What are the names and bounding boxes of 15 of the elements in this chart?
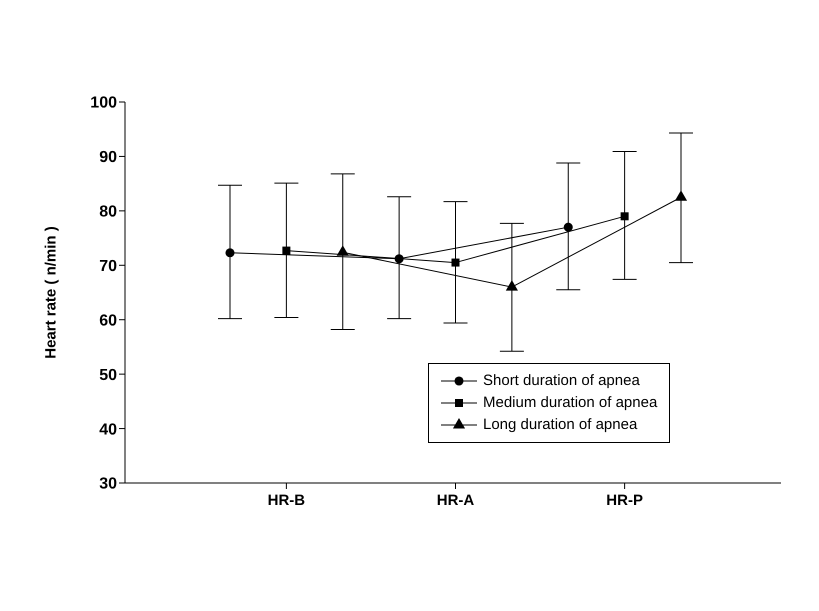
y-tick-label: 100 bbox=[90, 94, 118, 112]
x-tick-label: HR-P bbox=[606, 492, 643, 509]
y-tick-label: 50 bbox=[99, 366, 118, 384]
legend-label: Short duration of apnea bbox=[483, 371, 640, 391]
y-tick-label: 40 bbox=[99, 421, 118, 438]
y-tick-label: 80 bbox=[99, 204, 118, 221]
y-tick-label: 30 bbox=[99, 476, 118, 493]
y-tick-label: 60 bbox=[99, 312, 118, 330]
x-tick-label: HR-B bbox=[268, 492, 306, 509]
y-axis-title: Heart rate ( n/min ) bbox=[42, 226, 60, 359]
legend-label: Medium duration of apnea bbox=[483, 393, 658, 413]
y-tick-label: 70 bbox=[99, 258, 118, 275]
y-tick-label: 90 bbox=[99, 149, 118, 166]
x-tick-label: HR-A bbox=[436, 492, 474, 509]
legend-label: Long duration of apnea bbox=[483, 415, 638, 435]
